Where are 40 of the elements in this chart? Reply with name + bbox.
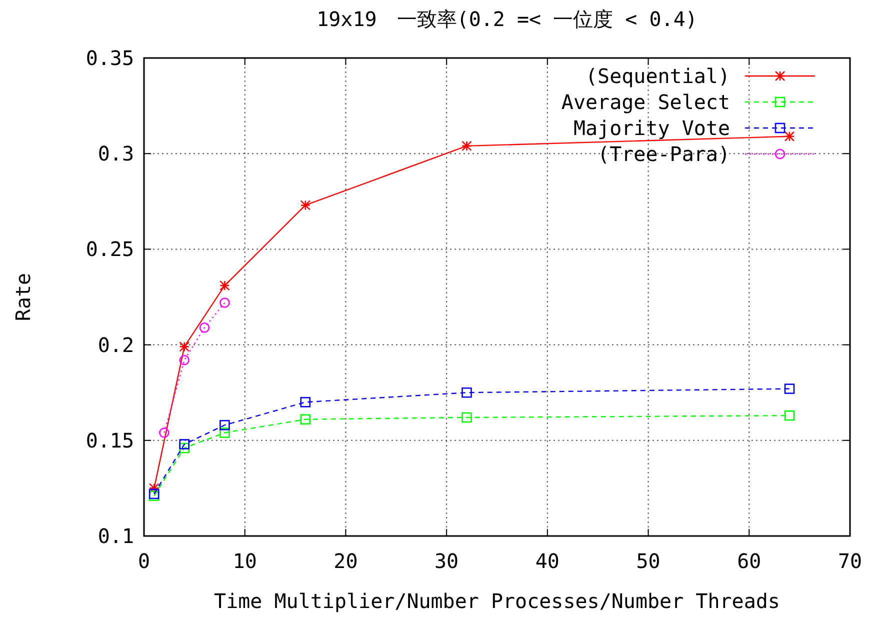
y-tick-label: 0.2 [98,332,134,357]
point [462,412,472,423]
y-axis-title: Rate [11,272,35,322]
x-tick-label: 60 [737,549,762,573]
point [179,439,190,450]
point [784,410,795,421]
legend-label: Average Select [561,90,730,114]
x-axis-title: Time Multiplier/Number Processes/Number Threads [214,589,780,613]
point [148,483,160,494]
x-tick-label: 50 [636,549,660,573]
point [784,131,795,142]
x-tick-label: 70 [838,549,862,573]
point [220,420,230,430]
x-tick-label: 0 [138,549,150,573]
point [179,354,190,366]
legend-label: Majority Vote [573,116,730,140]
point [220,298,230,308]
x-tick-label: 20 [334,549,358,573]
y-tick-label: 0.35 [86,46,134,70]
x-tick-label: 30 [434,549,459,573]
point [159,428,170,438]
legend-label: (Tree-Para) [598,142,730,166]
chart-title: 19x19 一致率(0.2 =< 一位度 < 0.4) [316,7,698,31]
point [462,387,472,398]
point [462,140,472,152]
legend-label: (Sequential) [586,64,730,88]
point [300,200,311,210]
point [220,428,230,438]
x-tick-label: 10 [232,549,257,573]
point [300,397,311,408]
point [300,414,311,425]
y-tick-label: 0.15 [86,428,134,452]
y-tick-label: 0.1 [98,524,134,548]
point [784,384,795,394]
x-tick-label: 40 [535,549,560,573]
y-tick-label: 0.3 [98,142,134,166]
point [220,280,230,291]
point [179,342,190,352]
y-tick-label: 0.25 [86,237,134,262]
point [199,322,210,333]
